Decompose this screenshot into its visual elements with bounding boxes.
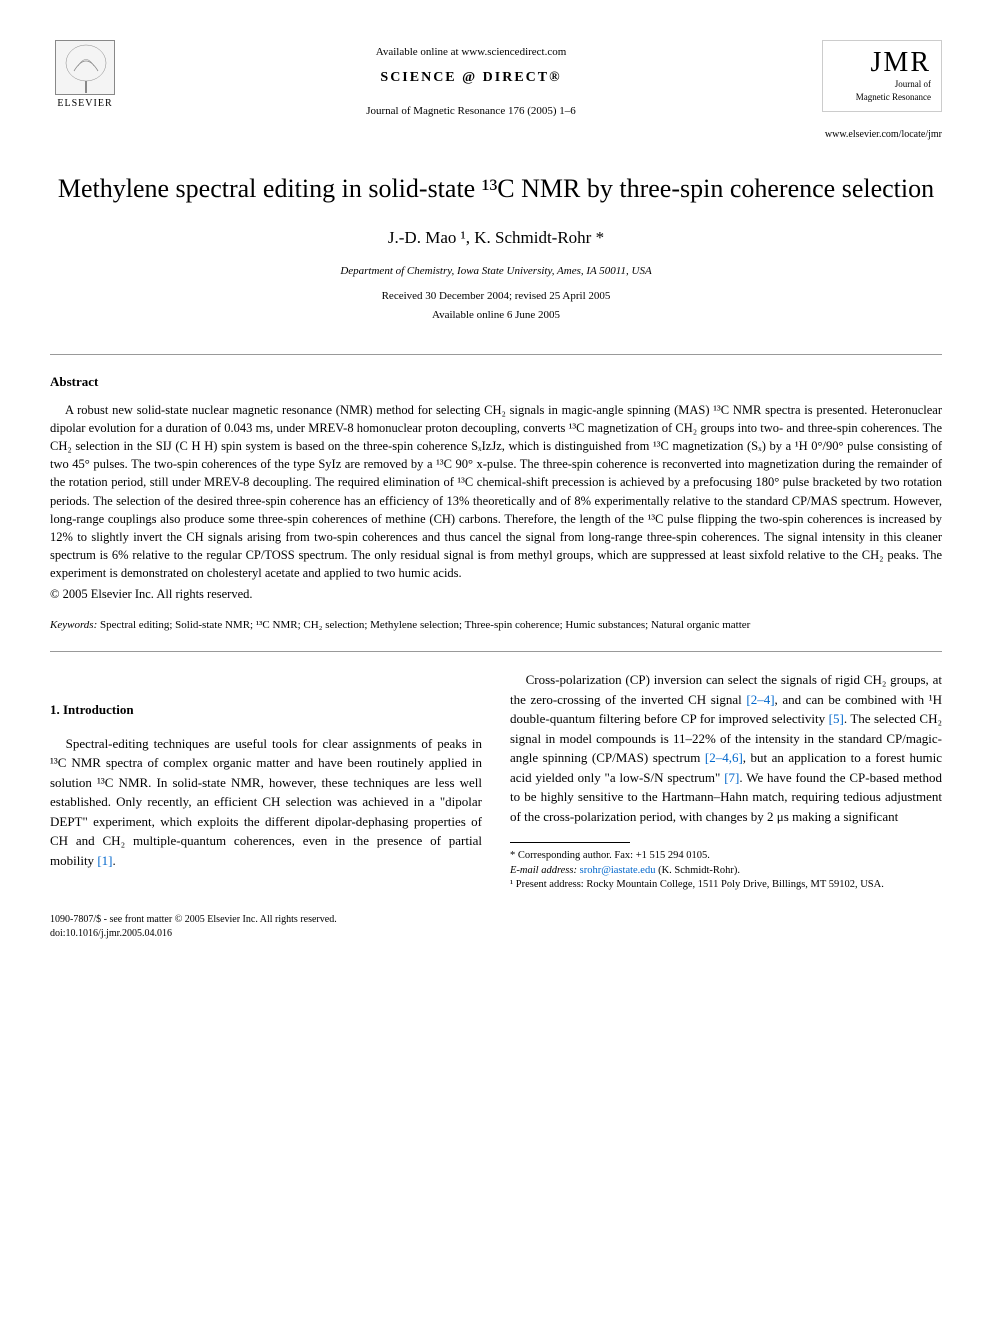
available-online-text: Available online at www.sciencedirect.co… xyxy=(366,45,576,60)
present-address: ¹ Present address: Rocky Mountain Colleg… xyxy=(510,878,942,893)
divider xyxy=(50,354,942,355)
abstract-text: A robust new solid-state nuclear magneti… xyxy=(50,401,942,582)
ref-link-1[interactable]: [1] xyxy=(97,853,112,868)
journal-reference: Journal of Magnetic Resonance 176 (2005)… xyxy=(366,104,576,119)
elsevier-tree-icon xyxy=(55,40,115,95)
email-line: E-mail address: srohr@iastate.edu (K. Sc… xyxy=(510,864,942,879)
doi-line: doi:10.1016/j.jmr.2005.04.016 xyxy=(50,927,942,941)
ref-link-7[interactable]: [7] xyxy=(724,770,739,785)
sciencedirect-logo: SCIENCE @ DIRECT® xyxy=(366,68,576,88)
jmr-subtitle-2: Magnetic Resonance xyxy=(833,92,931,103)
elsevier-name: ELSEVIER xyxy=(57,97,112,111)
elsevier-logo: ELSEVIER xyxy=(50,40,120,120)
abstract-copyright: © 2005 Elsevier Inc. All rights reserved… xyxy=(50,586,942,604)
abstract-heading: Abstract xyxy=(50,373,942,391)
front-matter-line: 1090-7807/$ - see front matter © 2005 El… xyxy=(50,913,942,927)
email-link[interactable]: srohr@iastate.edu xyxy=(580,865,656,876)
keywords-text: Spectral editing; Solid-state NMR; ¹³C N… xyxy=(97,619,750,631)
footnotes: * Corresponding author. Fax: +1 515 294 … xyxy=(510,849,942,893)
divider xyxy=(50,651,942,652)
section-1-heading: 1. Introduction xyxy=(50,700,482,720)
jmr-subtitle-1: Journal of xyxy=(833,79,931,90)
ref-link-2-4-6[interactable]: [2–4,6] xyxy=(705,750,743,765)
keywords-label: Keywords: xyxy=(50,619,97,631)
received-revised-dates: Received 30 December 2004; revised 25 Ap… xyxy=(50,289,942,304)
ref-link-5[interactable]: [5] xyxy=(829,711,844,726)
header-center: Available online at www.sciencedirect.co… xyxy=(366,40,576,119)
affiliation: Department of Chemistry, Iowa State Univ… xyxy=(50,264,942,279)
footnote-separator xyxy=(510,842,630,843)
locate-url: www.elsevier.com/locate/jmr xyxy=(50,128,942,142)
authors: J.-D. Mao ¹, K. Schmidt-Rohr * xyxy=(50,226,942,250)
body-two-column: 1. Introduction Spectral-editing techniq… xyxy=(50,670,942,893)
corresponding-author: * Corresponding author. Fax: +1 515 294 … xyxy=(510,849,942,864)
online-date: Available online 6 June 2005 xyxy=(50,308,942,323)
keywords: Keywords: Spectral editing; Solid-state … xyxy=(50,618,942,633)
jmr-logo-block: JMR Journal of Magnetic Resonance xyxy=(822,40,942,112)
article-title: Methylene spectral editing in solid-stat… xyxy=(50,172,942,206)
ref-link-2-4[interactable]: [2–4] xyxy=(746,692,774,707)
jmr-acronym: JMR xyxy=(833,49,931,77)
page-header: ELSEVIER Available online at www.science… xyxy=(50,40,942,120)
intro-paragraph-2: Cross-polarization (CP) inversion can se… xyxy=(510,670,942,826)
intro-paragraph-1: Spectral-editing techniques are useful t… xyxy=(50,734,482,871)
